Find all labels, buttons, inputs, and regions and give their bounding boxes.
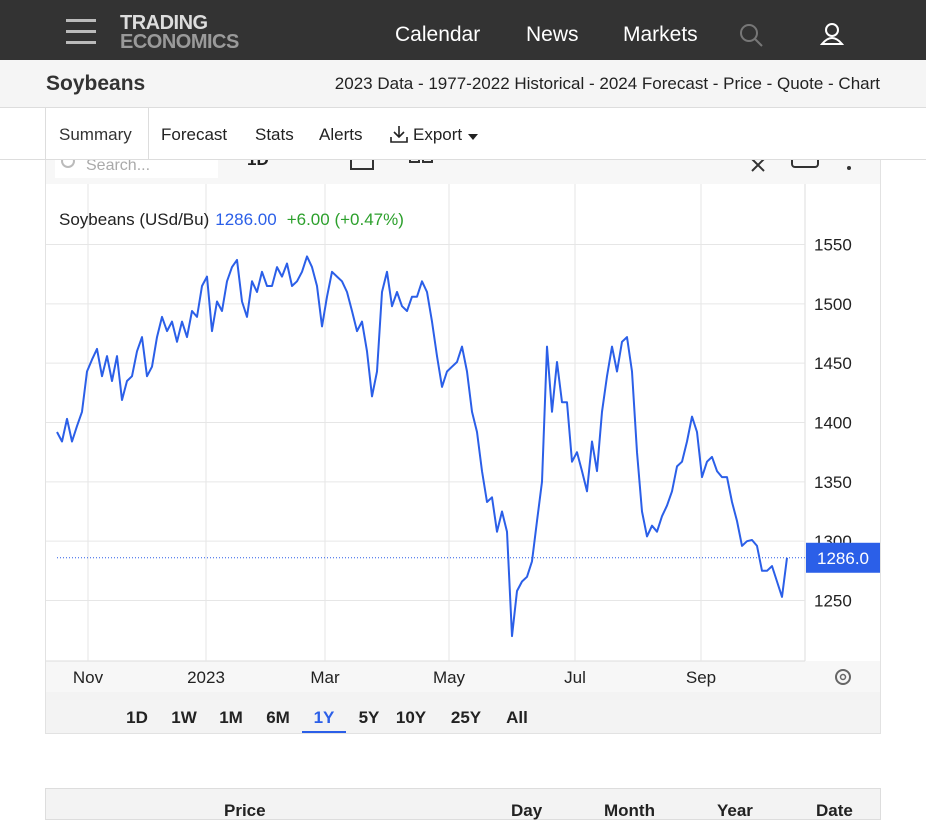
x-tick-label: May xyxy=(433,668,466,687)
range-bar xyxy=(46,692,880,733)
column-header: Year xyxy=(717,801,753,820)
range-button[interactable]: 1W xyxy=(171,708,197,727)
x-tick-label: 2023 xyxy=(187,668,225,687)
column-header: Date xyxy=(816,801,853,820)
nav-link[interactable]: Markets xyxy=(623,23,698,46)
last-price-label: 1286.0 xyxy=(817,549,869,568)
legend-change: +6.00 (+0.47%) xyxy=(287,210,404,229)
tab[interactable]: Forecast xyxy=(161,125,228,144)
x-tick-label: Jul xyxy=(564,668,586,687)
column-header: Day xyxy=(511,801,543,820)
tab[interactable]: Summary xyxy=(59,125,132,144)
y-tick-label: 1550 xyxy=(814,236,852,255)
more-icon[interactable] xyxy=(847,166,851,170)
range-button[interactable]: 1M xyxy=(219,708,243,727)
caret xyxy=(468,134,478,140)
export-icon xyxy=(390,126,408,143)
y-tick-label: 1350 xyxy=(814,473,852,492)
x-tick-label: Nov xyxy=(73,668,104,687)
tab[interactable]: Export xyxy=(413,125,463,144)
last-price-box xyxy=(806,542,880,573)
range-button[interactable]: 1D xyxy=(126,708,148,727)
legend: Soybeans (USd/Bu) 1286.00 +6.00 (+0.47%) xyxy=(59,210,404,229)
y-tick-label: 1450 xyxy=(814,354,852,373)
column-header: Month xyxy=(604,801,655,820)
settings-icon-core xyxy=(839,673,847,681)
search-placeholder: Search... xyxy=(86,157,150,174)
range-underline xyxy=(302,731,346,733)
table-header: Price Day Month Year Date xyxy=(45,788,881,820)
nav-link[interactable]: Calendar xyxy=(395,23,481,46)
legend-name: Soybeans (USd/Bu) xyxy=(59,210,209,229)
range-button[interactable]: 1Y xyxy=(314,708,335,727)
fullscreen-icon[interactable] xyxy=(751,158,765,172)
page-title: Soybeans xyxy=(46,72,146,95)
chart-panel: Search... 1D Soybeans (USd/Bu) 1286.00 +6.… xyxy=(45,140,881,734)
range-button[interactable]: 10Y xyxy=(396,708,427,727)
settings-icon[interactable] xyxy=(835,669,851,685)
range-button[interactable]: 5Y xyxy=(359,708,380,727)
active-tab-box xyxy=(45,108,149,159)
logo-line: TRADING xyxy=(120,12,208,34)
top-bar: TRADING ECONOMICS Calendar News Markets xyxy=(0,0,926,60)
page-header: Soybeans 2023 Data - 1977-2022 Historica… xyxy=(0,60,926,108)
price-line xyxy=(56,255,788,638)
legend-last: 1286.00 xyxy=(215,210,276,229)
x-tick-label: Mar xyxy=(310,668,340,687)
breadcrumb[interactable]: 2023 Data - 1977-2022 Historical - 2024 … xyxy=(334,74,880,93)
y-tick-label: 1250 xyxy=(814,591,852,610)
nav-link[interactable]: News xyxy=(526,23,579,46)
chart: Search... 1D Soybeans (USd/Bu) 1286.00 +6.… xyxy=(46,150,880,733)
tab[interactable]: Stats xyxy=(255,125,294,144)
range-button[interactable]: 6M xyxy=(266,708,290,727)
logo[interactable]: TRADING ECONOMICS xyxy=(120,12,239,53)
y-tick-label: 1500 xyxy=(814,295,852,314)
y-tick-label: 1400 xyxy=(814,414,852,433)
x-tick-label: Sep xyxy=(686,668,716,687)
column-header: Price xyxy=(224,801,266,820)
user-icon[interactable] xyxy=(820,22,844,46)
logo-line: ECONOMICS xyxy=(120,31,239,53)
tab-bar: Summary Forecast Stats Alerts Export xyxy=(0,108,926,160)
range-button[interactable]: 25Y xyxy=(451,708,482,727)
tab[interactable]: Alerts xyxy=(319,125,363,144)
menu-icon[interactable] xyxy=(66,19,96,45)
range-button[interactable]: All xyxy=(506,708,528,727)
search-icon[interactable] xyxy=(739,23,765,49)
